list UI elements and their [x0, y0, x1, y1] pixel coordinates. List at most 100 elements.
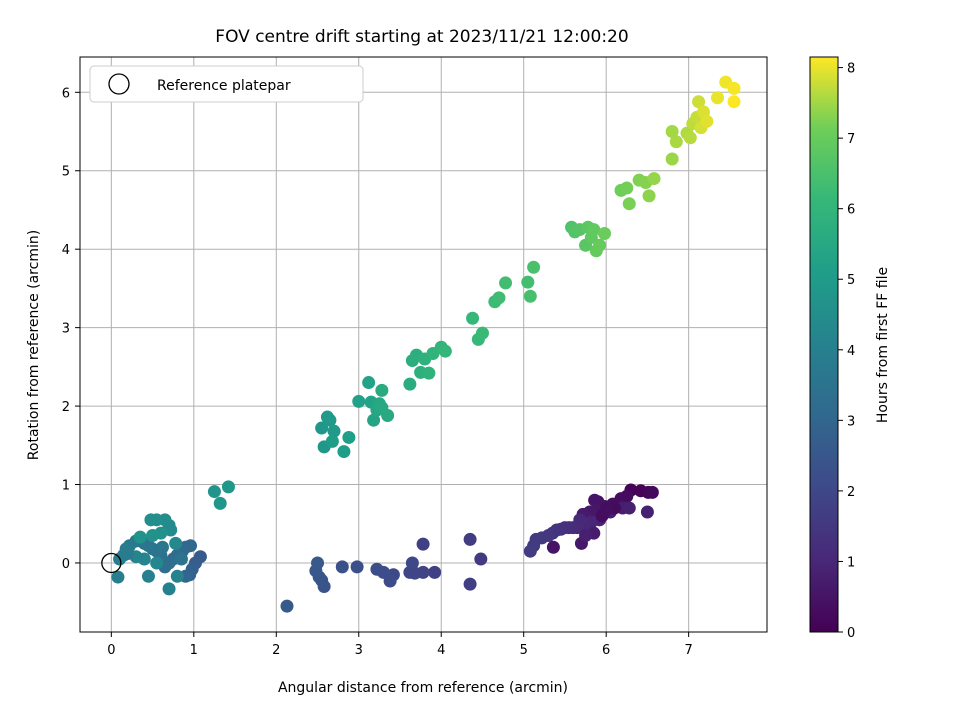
data-point	[598, 227, 612, 241]
colorbar: 0 1 2 3 4 5 6 7 8 Hours from first FF file	[809, 56, 891, 641]
data-point	[370, 562, 384, 576]
colorbar-tick-label: 7	[847, 132, 855, 147]
data-point	[499, 276, 513, 290]
data-point	[683, 131, 697, 145]
y-axis-label: Rotation from reference (arcmin)	[26, 230, 42, 460]
data-point	[692, 95, 706, 109]
colorbar-tick-label: 1	[847, 555, 855, 570]
y-tick-label: 3	[62, 322, 70, 337]
data-point	[325, 434, 339, 448]
data-point	[337, 445, 351, 459]
data-point	[527, 260, 541, 274]
data-point	[647, 172, 661, 186]
data-point	[546, 540, 560, 554]
data-point	[463, 577, 477, 591]
data-point	[213, 496, 227, 510]
y-tick-label: 4	[62, 243, 70, 258]
colorbar-tick-label: 5	[847, 273, 855, 288]
data-point	[367, 413, 381, 427]
data-point	[362, 376, 376, 390]
data-point	[665, 152, 679, 166]
data-point	[375, 383, 389, 397]
chart-title: FOV centre drift starting at 2023/11/21 …	[215, 27, 628, 47]
data-point	[599, 503, 613, 517]
data-point	[463, 532, 477, 546]
data-point	[221, 480, 235, 494]
x-tick-label: 6	[602, 643, 610, 658]
data-point	[403, 377, 417, 391]
x-tick-label: 2	[272, 643, 280, 658]
data-point	[169, 536, 183, 550]
data-point	[315, 421, 329, 435]
x-tick-label: 7	[685, 643, 693, 658]
data-point	[620, 181, 634, 195]
data-point	[144, 513, 158, 527]
colorbar-tick-label: 2	[847, 485, 855, 500]
data-point	[320, 410, 334, 424]
data-point	[466, 311, 480, 325]
legend-label: Reference platepar	[157, 78, 291, 94]
data-point	[207, 485, 221, 499]
colorbar-ticks: 0 1 2 3 4 5 6 7 8	[838, 62, 855, 641]
y-axis-ticks: 0 1 2 3 4 5 6	[62, 86, 80, 572]
data-point	[588, 493, 602, 507]
reference-platepar-marker	[101, 552, 122, 574]
data-point	[523, 289, 537, 303]
data-point	[622, 197, 636, 211]
colorbar-label: Hours from first FF file	[875, 267, 891, 423]
data-point	[141, 569, 155, 583]
data-point	[642, 189, 656, 203]
data-point	[640, 505, 654, 519]
data-point	[669, 135, 683, 149]
data-point	[593, 238, 607, 252]
x-axis-label: Angular distance from reference (arcmin)	[278, 680, 568, 696]
data-point	[645, 485, 659, 499]
data-point	[381, 408, 395, 422]
data-point	[521, 275, 535, 289]
x-tick-label: 0	[107, 643, 115, 658]
data-point	[280, 599, 294, 613]
data-point	[170, 569, 184, 583]
data-point	[438, 344, 452, 358]
colorbar-tick-label: 3	[847, 414, 855, 429]
data-point	[711, 91, 725, 105]
data-point	[665, 125, 679, 139]
data-point	[405, 556, 419, 570]
colorbar-gradient	[809, 56, 839, 633]
y-tick-label: 5	[62, 165, 70, 180]
colorbar-tick-label: 6	[847, 203, 855, 218]
data-point	[352, 394, 366, 408]
y-tick-label: 0	[62, 557, 70, 572]
y-tick-label: 2	[62, 400, 70, 415]
data-point	[311, 556, 325, 570]
data-point	[111, 570, 125, 584]
data-point	[587, 223, 601, 237]
y-tick-label: 1	[62, 479, 70, 494]
data-point	[150, 556, 164, 570]
colorbar-tick-label: 4	[847, 344, 855, 359]
data-point	[579, 529, 593, 543]
data-point	[492, 291, 506, 305]
data-point	[474, 552, 488, 566]
data-point	[475, 326, 489, 340]
data-point	[700, 114, 714, 128]
legend-box	[89, 65, 364, 103]
x-tick-label: 5	[520, 643, 528, 658]
legend-marker	[108, 73, 130, 95]
colorbar-tick-label: 8	[847, 62, 855, 77]
x-tick-label: 3	[355, 643, 363, 658]
legend: Reference platepar	[89, 65, 364, 103]
x-axis-ticks: 0 1 2 3 4 5 6 7	[107, 632, 693, 658]
plot-frame	[79, 56, 768, 633]
data-point	[622, 501, 636, 515]
data-point	[174, 552, 188, 566]
data-point	[727, 81, 741, 95]
data-point	[146, 529, 160, 543]
data-point	[342, 430, 356, 444]
data-point	[428, 565, 442, 579]
colorbar-tick-label: 0	[847, 626, 855, 641]
data-point	[327, 424, 341, 438]
data-point	[162, 582, 176, 596]
y-tick-label: 6	[62, 86, 70, 101]
